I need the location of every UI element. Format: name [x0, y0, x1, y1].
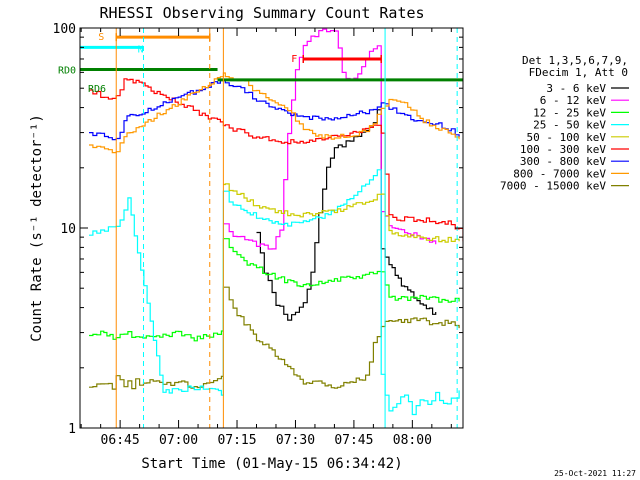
series-100-300-kev-line [89, 78, 463, 242]
y-tick-label-1: 1 [68, 422, 76, 437]
legend-label-25-50-kev: 25 - 50 keV [533, 119, 606, 132]
legend-label-6-12-kev: 6 - 12 keV [540, 94, 607, 107]
legend-label-7000-15000-kev: 7000 - 15000 keV [500, 180, 606, 193]
chart-title: RHESSI Observing Summary Count Rates [99, 4, 424, 22]
flag-label-s: S [98, 32, 104, 43]
legend-label-100-300-kev: 100 - 300 keV [520, 143, 606, 156]
flag-label-n: N [138, 44, 144, 55]
series-25-50-kev-line [89, 169, 460, 416]
series-800-7000-kev-line [89, 72, 460, 154]
x-tick-label-0715: 07:15 [217, 433, 256, 448]
series-50-100-kev-line [223, 183, 460, 243]
x-tick-label-0800: 08:00 [393, 433, 432, 448]
legend: Det 1,3,5,6,7,9,FDecim 1, Att 0 3 - 6 keV… [500, 54, 629, 193]
y-tick-label-100: 100 [53, 22, 76, 37]
legend-header-line-1: Det 1,3,5,6,7,9, [522, 54, 628, 67]
legend-label-300-800-kev: 300 - 800 keV [520, 155, 606, 168]
series-12-25-kev-line [89, 238, 460, 342]
flag-label-f: F [291, 54, 297, 65]
series-300-800-kev-line [89, 78, 460, 141]
flags-layer: S N F RD0 RD6 [58, 32, 463, 95]
legend-label-50-100-kev: 50 - 100 keV [527, 131, 607, 144]
series-6-12-kev-line [223, 28, 437, 250]
x-axis-label: Start Time (01-May-15 06:34:42) [141, 456, 402, 472]
legend-label-3-6-kev: 3 - 6 keV [546, 82, 606, 95]
vertical-markers [115, 28, 458, 428]
flag-label-rd0: RD0 [58, 66, 76, 77]
x-tick-label-0700: 07:00 [159, 433, 198, 448]
series-3-6-kev-line [256, 109, 437, 321]
y-tick-label-10: 10 [60, 222, 76, 237]
series-7000-15000-kev-line [89, 286, 460, 390]
y-axis-label: Count Rate (s⁻¹ detector⁻¹) [29, 114, 45, 342]
timestamp: 25-Oct-2021 11:27 [554, 469, 636, 478]
legend-label-800-7000-kev: 800 - 7000 keV [513, 167, 606, 180]
legend-header-line-2: FDecim 1, Att 0 [529, 66, 628, 79]
axes-layer: 06:45 07:00 07:15 07:30 07:45 08:00 1 10 100 [53, 22, 463, 448]
series-layer [89, 28, 463, 416]
x-tick-label-0745: 07:45 [334, 433, 373, 448]
legend-label-12-25-kev: 12 - 25 keV [533, 106, 606, 119]
x-tick-label-0645: 06:45 [101, 433, 140, 448]
flag-label-rd6: RD6 [88, 84, 106, 95]
x-tick-label-0730: 07:30 [276, 433, 315, 448]
